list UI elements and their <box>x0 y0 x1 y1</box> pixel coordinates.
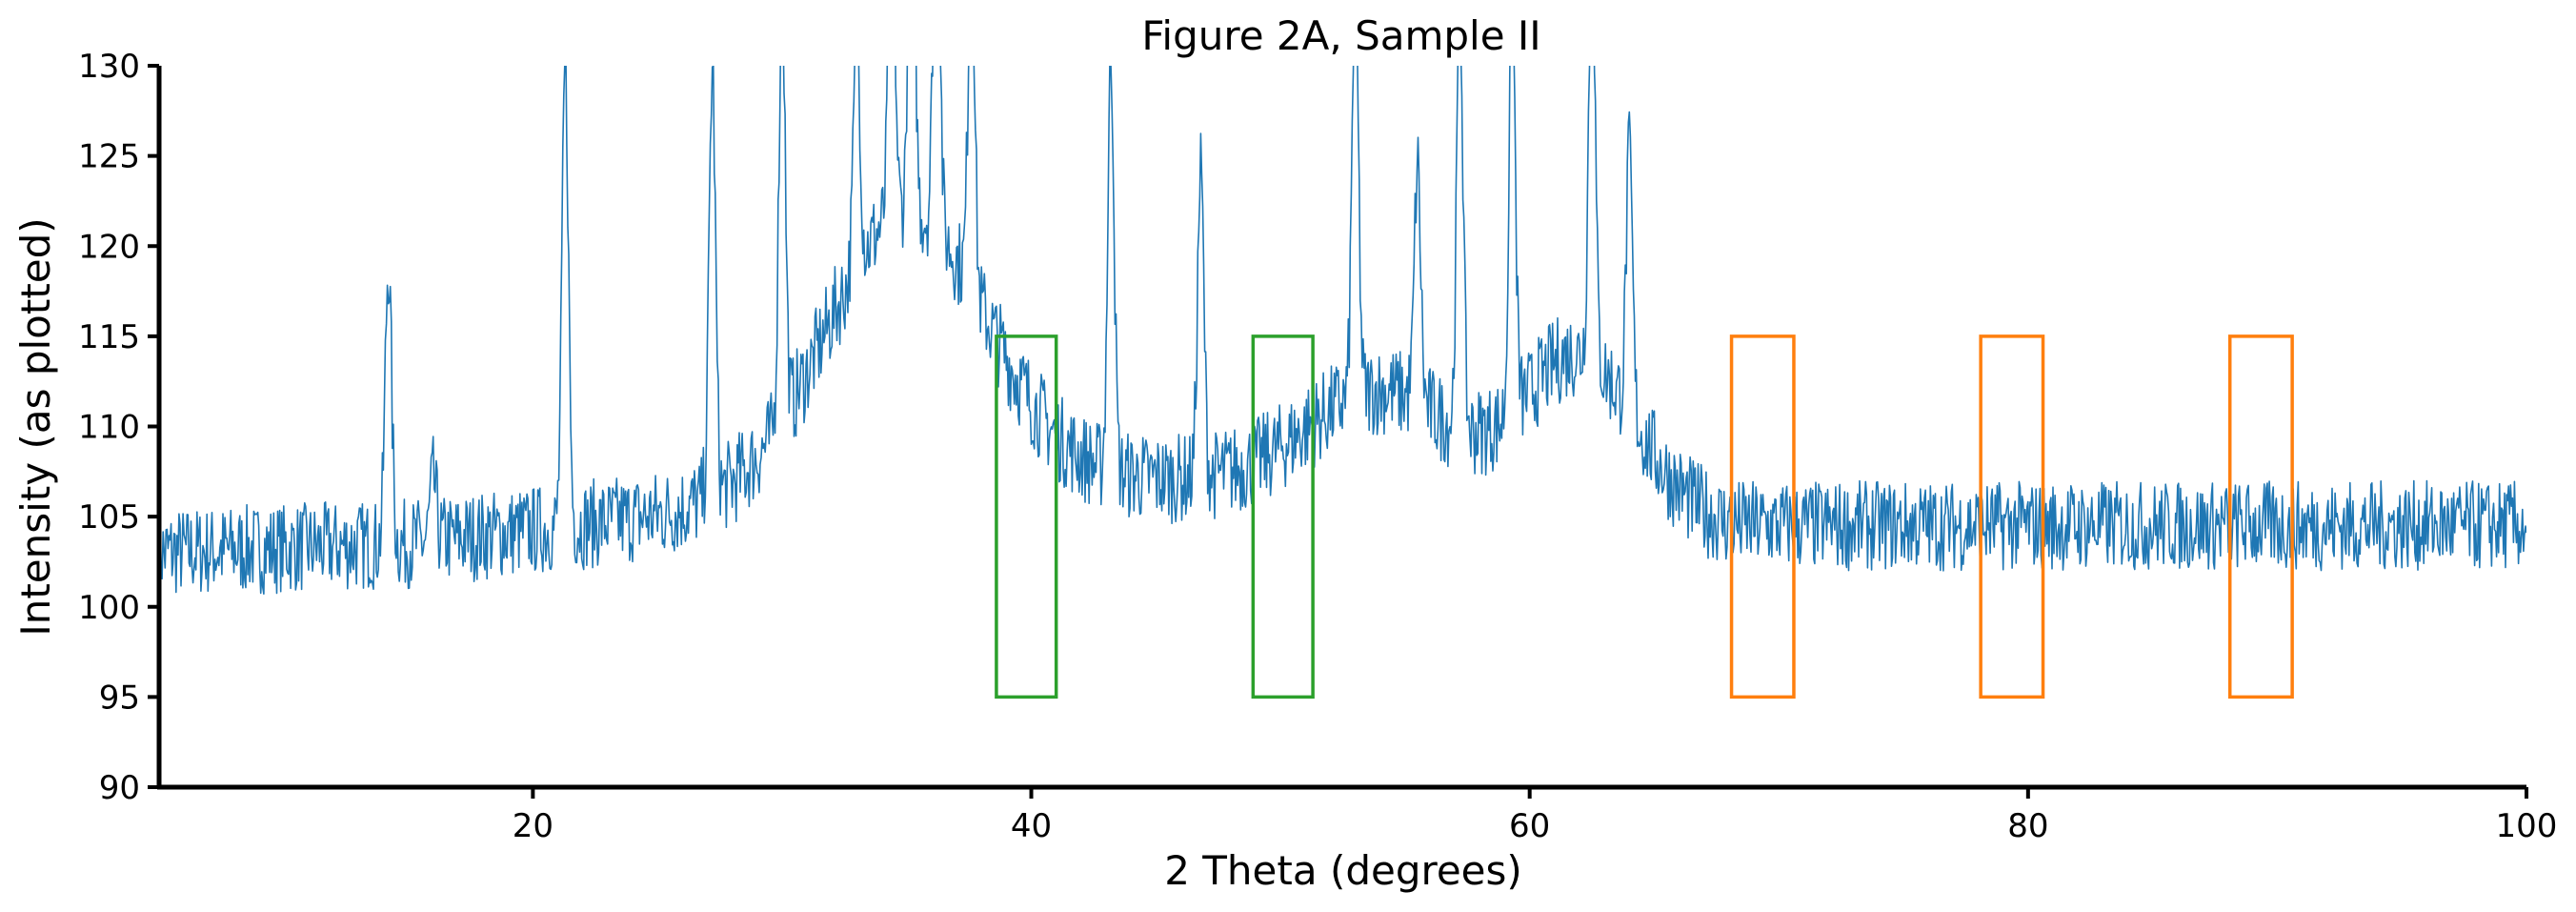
y-axis-label: Intensity (as plotted) <box>12 217 59 636</box>
y-tick-label: 110 <box>78 409 140 447</box>
y-axis-ticks: 90 95 100 105 110 115 120 125 130 <box>78 48 159 807</box>
highlight-box <box>2227 334 2294 699</box>
highlight-box <box>995 334 1058 699</box>
highlight-box <box>1729 334 1796 699</box>
x-tick-label: 60 <box>1509 807 1550 845</box>
y-tick-label: 125 <box>78 138 140 176</box>
x-tick-label: 20 <box>513 807 553 845</box>
y-tick-label: 130 <box>78 48 140 86</box>
highlight-box <box>1979 334 2045 699</box>
y-tick-label: 100 <box>78 589 140 627</box>
annotation-layer <box>995 334 2294 699</box>
x-axis-ticks: 20 40 60 80 100 <box>513 787 2558 845</box>
x-tick-label: 100 <box>2496 807 2558 845</box>
chart-title: Figure 2A, Sample II <box>1141 12 1540 59</box>
y-tick-label: 105 <box>78 498 140 537</box>
x-tick-label: 40 <box>1011 807 1052 845</box>
x-axis-label: 2 Theta (degrees) <box>1164 847 1522 894</box>
x-tick-label: 80 <box>2007 807 2048 845</box>
y-tick-label: 90 <box>99 769 140 807</box>
plot-area <box>159 66 2526 598</box>
y-tick-label: 120 <box>78 228 140 266</box>
y-tick-label: 95 <box>99 679 140 717</box>
highlight-box <box>1251 334 1315 699</box>
series-line <box>159 66 2526 598</box>
y-tick-label: 115 <box>78 318 140 356</box>
